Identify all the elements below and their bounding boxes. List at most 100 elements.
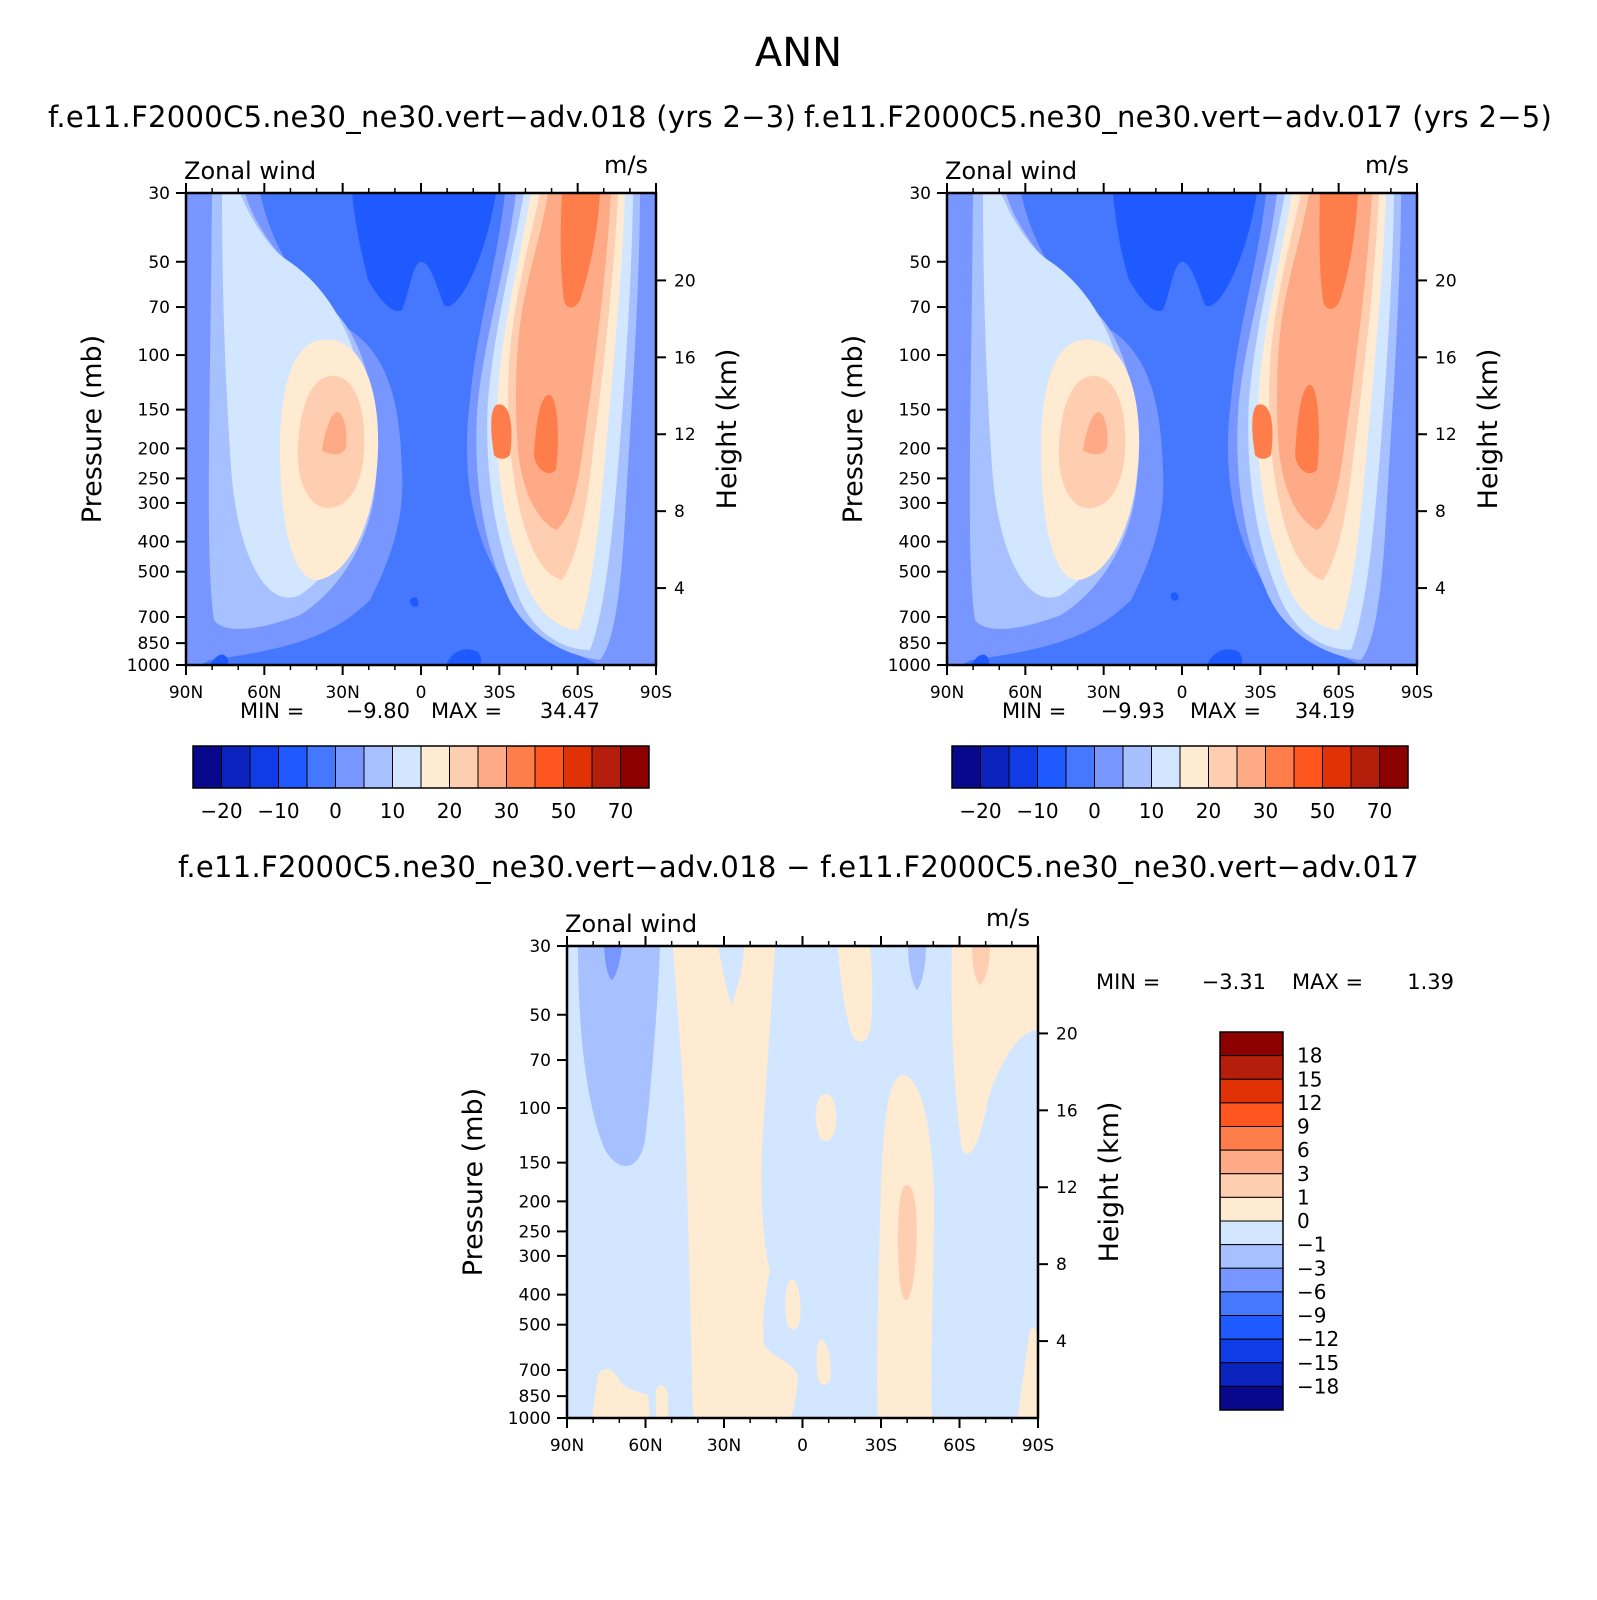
- colorbar-case-box: [192, 745, 222, 789]
- y-tick-label: 300: [519, 1247, 551, 1267]
- y-tick-label: 300: [138, 494, 170, 514]
- variable-label: Zonal wind: [945, 157, 1077, 185]
- contour-field-control: [947, 193, 1417, 665]
- colorbar-diff-box: [1219, 1031, 1284, 1057]
- colorbar-case-box: [534, 745, 564, 789]
- colorbar-control-label: −20: [959, 799, 1001, 823]
- colorbar-case-label: 0: [329, 799, 342, 823]
- y-tick-label: 500: [519, 1316, 551, 1336]
- y-tick-label: 150: [899, 401, 931, 421]
- x-tick-label: 90S: [1401, 683, 1433, 703]
- x-tick-label: 60N: [1008, 683, 1042, 703]
- y-tick-label: 250: [138, 469, 170, 489]
- x-tick-label: 60S: [943, 1436, 975, 1456]
- colorbar-case-box: [591, 745, 621, 789]
- min-label: MIN =: [1002, 699, 1066, 723]
- colorbar-diff-box: [1219, 1149, 1284, 1175]
- colorbar-diff-label: −1: [1297, 1233, 1326, 1257]
- colorbar-diff-label: 3: [1297, 1162, 1310, 1186]
- colorbar-control-label: 30: [1253, 799, 1278, 823]
- x-tick-label: 60S: [561, 683, 593, 703]
- y-tick-label: 400: [899, 533, 931, 553]
- colorbar-diff-box: [1219, 1173, 1284, 1198]
- panel-title-difference: f.e11.F2000C5.ne30_ne30.vert−adv.018 − f…: [177, 850, 1420, 884]
- y2-axis-label: Height (km): [1094, 1102, 1125, 1263]
- x-tick-label: 90S: [640, 683, 672, 703]
- colorbar-control-box: [1236, 745, 1266, 789]
- y-tick-label: 200: [138, 439, 170, 459]
- units-label: m/s: [604, 151, 648, 179]
- colorbar-diff-label: 12: [1297, 1091, 1322, 1115]
- colorbar-diff-box: [1219, 1078, 1284, 1104]
- colorbar-diff-box: [1219, 1315, 1284, 1340]
- colorbar-case-label: 70: [608, 799, 633, 823]
- colorbar-diff-box: [1219, 1220, 1284, 1246]
- colorbar-control-box: [1293, 745, 1323, 789]
- y2-tick-label: 8: [1056, 1255, 1067, 1275]
- colorbar-case-box: [620, 745, 650, 789]
- min-value: −9.80: [346, 699, 410, 723]
- y-tick-label: 100: [899, 346, 931, 366]
- y2-tick-label: 8: [674, 502, 685, 522]
- max-value: 34.47: [540, 699, 600, 723]
- y-tick-label: 200: [899, 439, 931, 459]
- x-tick-label: 30N: [325, 683, 359, 703]
- colorbar-diff-box: [1219, 1126, 1284, 1151]
- y2-tick-label: 20: [1056, 1024, 1078, 1044]
- y2-tick-label: 4: [674, 579, 685, 599]
- max-label: MAX =: [431, 699, 502, 723]
- y-tick-label: 50: [529, 1006, 551, 1026]
- y2-tick-label: 20: [674, 271, 696, 291]
- colorbar-diff-box: [1219, 1102, 1284, 1127]
- y-tick-label: 70: [529, 1051, 551, 1071]
- x-tick-label: 30S: [483, 683, 515, 703]
- max-value: 34.19: [1295, 699, 1355, 723]
- colorbar-control-box: [1122, 745, 1152, 789]
- colorbar-diff-label: 0: [1297, 1209, 1310, 1233]
- colorbar-control-label: 10: [1139, 799, 1164, 823]
- units-label: m/s: [1365, 151, 1409, 179]
- variable-label: Zonal wind: [184, 157, 316, 185]
- y-tick-label: 250: [899, 469, 931, 489]
- max-label: MAX =: [1190, 699, 1261, 723]
- colorbar-diff-label: 18: [1297, 1044, 1322, 1068]
- colorbar-control-box: [1350, 745, 1380, 789]
- y-tick-label: 1000: [888, 656, 931, 676]
- colorbar-diff-label: −9: [1297, 1304, 1326, 1328]
- y2-tick-label: 8: [1435, 502, 1446, 522]
- colorbar-case-label: 10: [380, 799, 405, 823]
- y-tick-label: 850: [519, 1387, 551, 1407]
- figure-title: ANN: [754, 30, 843, 76]
- colorbar-control-frame: [951, 745, 1409, 789]
- max-value: 1.39: [1407, 970, 1454, 994]
- colorbar-case-label: 20: [437, 799, 462, 823]
- colorbar-control-label: 50: [1310, 799, 1335, 823]
- y-tick-label: 50: [148, 253, 170, 273]
- y-tick-label: 150: [138, 401, 170, 421]
- min-label: MIN =: [240, 699, 304, 723]
- y-tick-label: 500: [138, 563, 170, 583]
- colorbar-case-box: [506, 745, 536, 789]
- colorbar-control-box: [1208, 745, 1238, 789]
- contour-field-difference: [567, 946, 1038, 1418]
- colorbar-control-label: −10: [1016, 799, 1058, 823]
- y-tick-label: 100: [519, 1099, 551, 1119]
- colorbar-diff-box: [1219, 1267, 1284, 1293]
- colorbar-diff-label: −3: [1297, 1256, 1326, 1280]
- y-tick-label: 70: [909, 298, 931, 318]
- panel-title-control: f.e11.F2000C5.ne30_ne30.vert−adv.017 (yr…: [804, 100, 1553, 134]
- y-tick-label: 700: [519, 1361, 551, 1381]
- x-tick-label: 0: [797, 1436, 808, 1456]
- colorbar-case-box: [249, 745, 279, 789]
- colorbar-diff-label: −18: [1297, 1374, 1339, 1398]
- colorbar-control-box: [1037, 745, 1067, 789]
- x-tick-label: 60N: [628, 1436, 662, 1456]
- x-tick-label: 60N: [247, 683, 281, 703]
- colorbar-diff-frame: [1219, 1031, 1284, 1411]
- colorbar-case-box: [477, 745, 507, 789]
- colorbar-case-label: −20: [200, 799, 242, 823]
- colorbar-control-box: [1094, 745, 1124, 789]
- y-axis-label: Pressure (mb): [458, 1088, 489, 1276]
- colorbar-diff-box: [1219, 1385, 1284, 1411]
- colorbar-case-box: [420, 745, 450, 789]
